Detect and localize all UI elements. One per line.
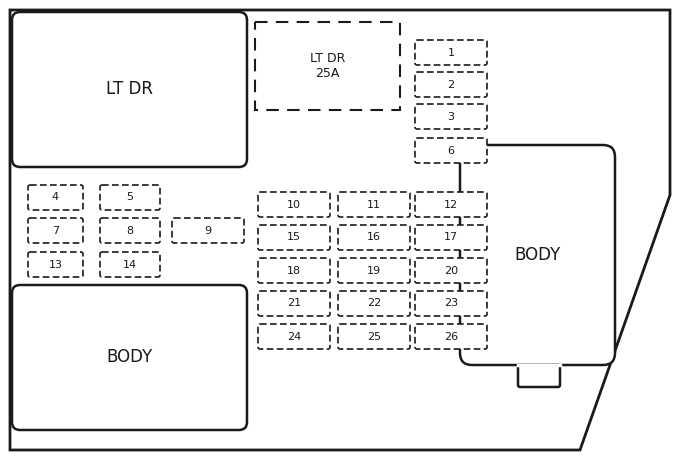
Text: LT DR: LT DR	[106, 81, 153, 99]
Bar	[255, 22, 400, 110]
Text: 13: 13	[48, 260, 62, 270]
Text: BODY: BODY	[514, 246, 561, 264]
FancyBboxPatch shape	[460, 145, 615, 365]
FancyBboxPatch shape	[415, 104, 487, 129]
Text: 4: 4	[52, 193, 59, 202]
FancyBboxPatch shape	[338, 192, 410, 217]
FancyBboxPatch shape	[100, 185, 160, 210]
FancyBboxPatch shape	[258, 192, 330, 217]
Polygon shape	[10, 10, 670, 450]
FancyBboxPatch shape	[100, 252, 160, 277]
Text: 10: 10	[287, 200, 301, 209]
Text: 23: 23	[444, 299, 458, 308]
FancyBboxPatch shape	[415, 291, 487, 316]
FancyBboxPatch shape	[415, 40, 487, 65]
FancyBboxPatch shape	[415, 225, 487, 250]
FancyBboxPatch shape	[12, 12, 247, 167]
FancyBboxPatch shape	[338, 324, 410, 349]
Text: 3: 3	[447, 112, 454, 122]
Text: 25: 25	[367, 331, 381, 342]
Text: 14: 14	[123, 260, 137, 270]
FancyBboxPatch shape	[258, 258, 330, 283]
FancyBboxPatch shape	[258, 225, 330, 250]
FancyBboxPatch shape	[415, 324, 487, 349]
FancyBboxPatch shape	[338, 225, 410, 250]
FancyBboxPatch shape	[415, 72, 487, 97]
Text: BODY: BODY	[106, 349, 153, 366]
FancyBboxPatch shape	[518, 365, 560, 387]
FancyBboxPatch shape	[415, 138, 487, 163]
Text: 1: 1	[447, 47, 454, 58]
Text: 17: 17	[444, 232, 458, 242]
FancyBboxPatch shape	[12, 285, 247, 430]
FancyBboxPatch shape	[258, 291, 330, 316]
FancyBboxPatch shape	[338, 291, 410, 316]
Text: 2: 2	[447, 79, 454, 89]
Text: 7: 7	[52, 225, 59, 236]
FancyBboxPatch shape	[172, 218, 244, 243]
Text: 20: 20	[444, 266, 458, 276]
Text: 18: 18	[287, 266, 301, 276]
Text: 12: 12	[444, 200, 458, 209]
FancyBboxPatch shape	[28, 252, 83, 277]
Text: 11: 11	[367, 200, 381, 209]
Text: LT DR
25A: LT DR 25A	[310, 52, 345, 80]
Text: 19: 19	[367, 266, 381, 276]
FancyBboxPatch shape	[28, 218, 83, 243]
Text: 24: 24	[287, 331, 301, 342]
FancyBboxPatch shape	[258, 324, 330, 349]
Text: 6: 6	[447, 146, 454, 155]
FancyBboxPatch shape	[415, 258, 487, 283]
Text: 9: 9	[204, 225, 211, 236]
Text: 22: 22	[367, 299, 381, 308]
FancyBboxPatch shape	[415, 192, 487, 217]
FancyBboxPatch shape	[338, 258, 410, 283]
Text: 21: 21	[287, 299, 301, 308]
Text: 26: 26	[444, 331, 458, 342]
FancyBboxPatch shape	[28, 185, 83, 210]
Text: 16: 16	[367, 232, 381, 242]
Text: 8: 8	[127, 225, 134, 236]
FancyBboxPatch shape	[100, 218, 160, 243]
Text: 15: 15	[287, 232, 301, 242]
Text: 5: 5	[127, 193, 134, 202]
